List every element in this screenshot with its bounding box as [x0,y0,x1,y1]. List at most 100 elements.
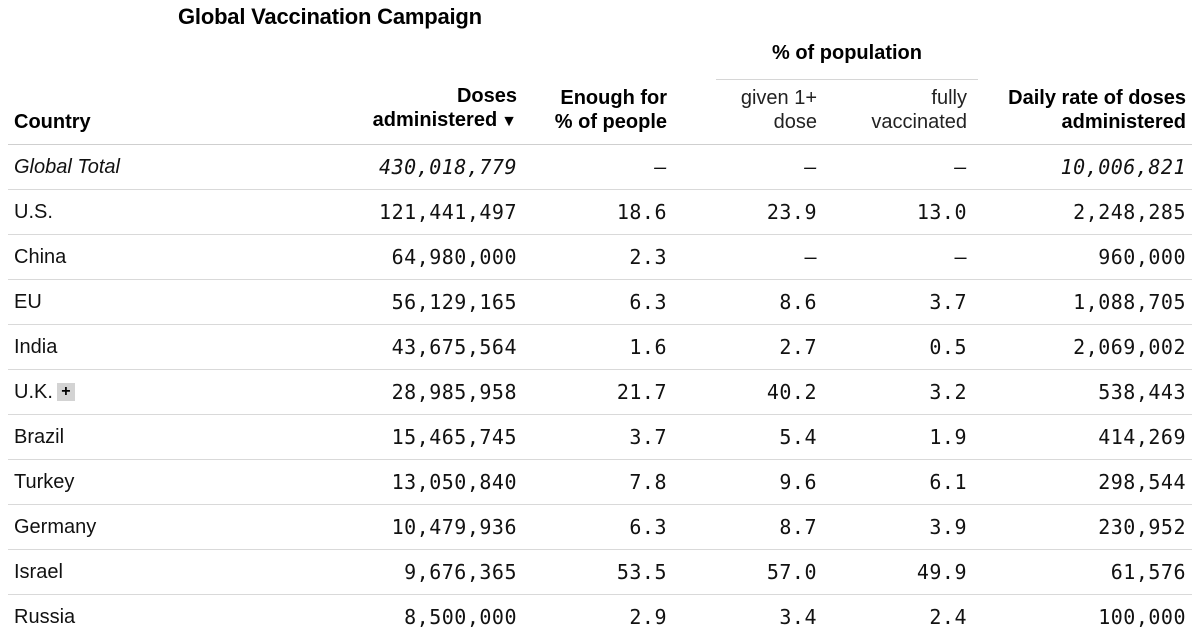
column-header-fully-vaccinated[interactable]: fully vaccinated [823,84,973,145]
table-title: Global Vaccination Campaign [178,4,482,29]
doses-cell: 28,985,958 [238,369,523,415]
enough-cell: 7.8 [523,459,673,505]
enough-cell: 18.6 [523,189,673,235]
fully-cell: 3.9 [823,504,973,550]
enough-cell: 53.5 [523,549,673,595]
country-cell[interactable]: U.S. [8,189,238,235]
country-name: Germany [14,515,97,538]
doses-cell: 56,129,165 [238,279,523,325]
country-header-label: Country [14,111,91,133]
table-row[interactable]: Brazil 15,465,745 3.7 5.4 1.9 414,269 [8,414,1192,460]
country-cell[interactable]: Brazil [8,414,238,460]
table-row[interactable]: Israel 9,676,365 53.5 57.0 49.9 61,576 [8,549,1192,595]
country-cell[interactable]: Russia [8,594,238,634]
given-cell: 3.4 [673,594,823,634]
total-fully-cell: – [823,144,973,190]
global-total-row: Global Total 430,018,779 – – – 10,006,82… [8,144,1192,190]
country-cell[interactable]: China [8,234,238,280]
fully-header-line2: vaccinated [871,111,967,133]
country-cell[interactable]: U.K. + [8,369,238,415]
given-cell: 40.2 [673,369,823,415]
doses-cell: 43,675,564 [238,324,523,370]
column-header-country[interactable]: Country [8,84,238,145]
table-row[interactable]: Turkey 13,050,840 7.8 9.6 6.1 298,544 [8,459,1192,505]
country-name: U.K. [14,380,53,403]
given-header-line1: given 1+ [740,87,817,109]
enough-cell: 1.6 [523,324,673,370]
doses-cell: 13,050,840 [238,459,523,505]
enough-header-line1: Enough for [560,87,667,109]
enough-cell: 6.3 [523,279,673,325]
country-cell[interactable]: EU [8,279,238,325]
fully-cell: 3.2 [823,369,973,415]
doses-cell: 64,980,000 [238,234,523,280]
doses-cell: 10,479,936 [238,504,523,550]
fully-cell: 2.4 [823,594,973,634]
doses-header-line1: Doses [456,85,517,107]
given-cell: 23.9 [673,189,823,235]
doses-header-line2: administered [372,109,498,131]
given-cell: – [673,234,823,280]
enough-cell: 21.7 [523,369,673,415]
given-header-line2: dose [773,111,817,133]
doses-cell: 8,500,000 [238,594,523,634]
sort-descending-icon[interactable]: ▼ [501,113,517,130]
table-row[interactable]: U.K. +28,985,958 21.7 40.2 3.2 538,443 [8,369,1192,415]
doses-cell: 15,465,745 [238,414,523,460]
fully-cell: 3.7 [823,279,973,325]
enough-cell: 2.9 [523,594,673,634]
daily-cell: 538,443 [973,369,1192,415]
enough-header-line2: % of people [554,111,667,133]
table-row[interactable]: India 43,675,564 1.6 2.7 0.5 2,069,002 [8,324,1192,370]
daily-cell: 414,269 [973,414,1192,460]
country-name: Israel [14,560,63,583]
table-row[interactable]: China 64,980,000 2.3– –960,000 [8,234,1192,280]
country-cell[interactable]: India [8,324,238,370]
column-header-daily-rate[interactable]: Daily rate of doses administered [973,84,1192,145]
header-row: Country Doses administered ▼ Enough for %… [8,84,1192,145]
table-body: Global Total 430,018,779 – – – 10,006,82… [8,144,1192,634]
given-cell: 8.7 [673,504,823,550]
table-row[interactable]: Russia 8,500,000 2.9 3.4 2.4 100,000 [8,594,1192,634]
enough-cell: 2.3 [523,234,673,280]
fully-cell: – [823,234,973,280]
daily-cell: 230,952 [973,504,1192,550]
column-header-doses[interactable]: Doses administered ▼ [238,84,523,145]
country-cell[interactable]: Germany [8,504,238,550]
daily-header-line1: Daily rate of doses [1008,87,1186,109]
daily-cell: 61,576 [973,549,1192,595]
column-header-given-dose[interactable]: given 1+ dose [673,84,823,145]
daily-cell: 1,088,705 [973,279,1192,325]
doses-cell: 9,676,365 [238,549,523,595]
daily-cell: 100,000 [973,594,1192,634]
vaccination-table: Country Doses administered ▼ Enough for %… [8,84,1192,634]
fully-header-line1: fully [931,87,967,109]
fully-cell: 6.1 [823,459,973,505]
doses-cell: 121,441,497 [238,189,523,235]
table-row[interactable]: EU 56,129,165 6.3 8.6 3.7 1,088,705 [8,279,1192,325]
country-cell[interactable]: Turkey [8,459,238,505]
country-name: EU [14,290,42,313]
total-daily-cell: 10,006,821 [973,144,1192,190]
total-enough-cell: – [523,144,673,190]
country-name: Turkey [14,470,75,493]
country-name: India [14,335,58,358]
country-cell[interactable]: Israel [8,549,238,595]
table-row[interactable]: U.S. 121,441,497 18.6 23.9 13.0 2,248,285 [8,189,1192,235]
country-name: Brazil [14,425,65,448]
daily-cell: 298,544 [973,459,1192,505]
column-header-enough[interactable]: Enough for % of people [523,84,673,145]
enough-cell: 6.3 [523,504,673,550]
enough-cell: 3.7 [523,414,673,460]
given-cell: 5.4 [673,414,823,460]
country-name: U.S. [14,200,53,223]
population-group-header: % of population [716,42,978,80]
daily-cell: 2,069,002 [973,324,1192,370]
given-cell: 57.0 [673,549,823,595]
table-row[interactable]: Germany 10,479,936 6.3 8.7 3.9 230,952 [8,504,1192,550]
country-name: China [14,245,67,268]
given-cell: 2.7 [673,324,823,370]
fully-cell: 13.0 [823,189,973,235]
expand-plus-icon[interactable]: + [56,382,75,401]
